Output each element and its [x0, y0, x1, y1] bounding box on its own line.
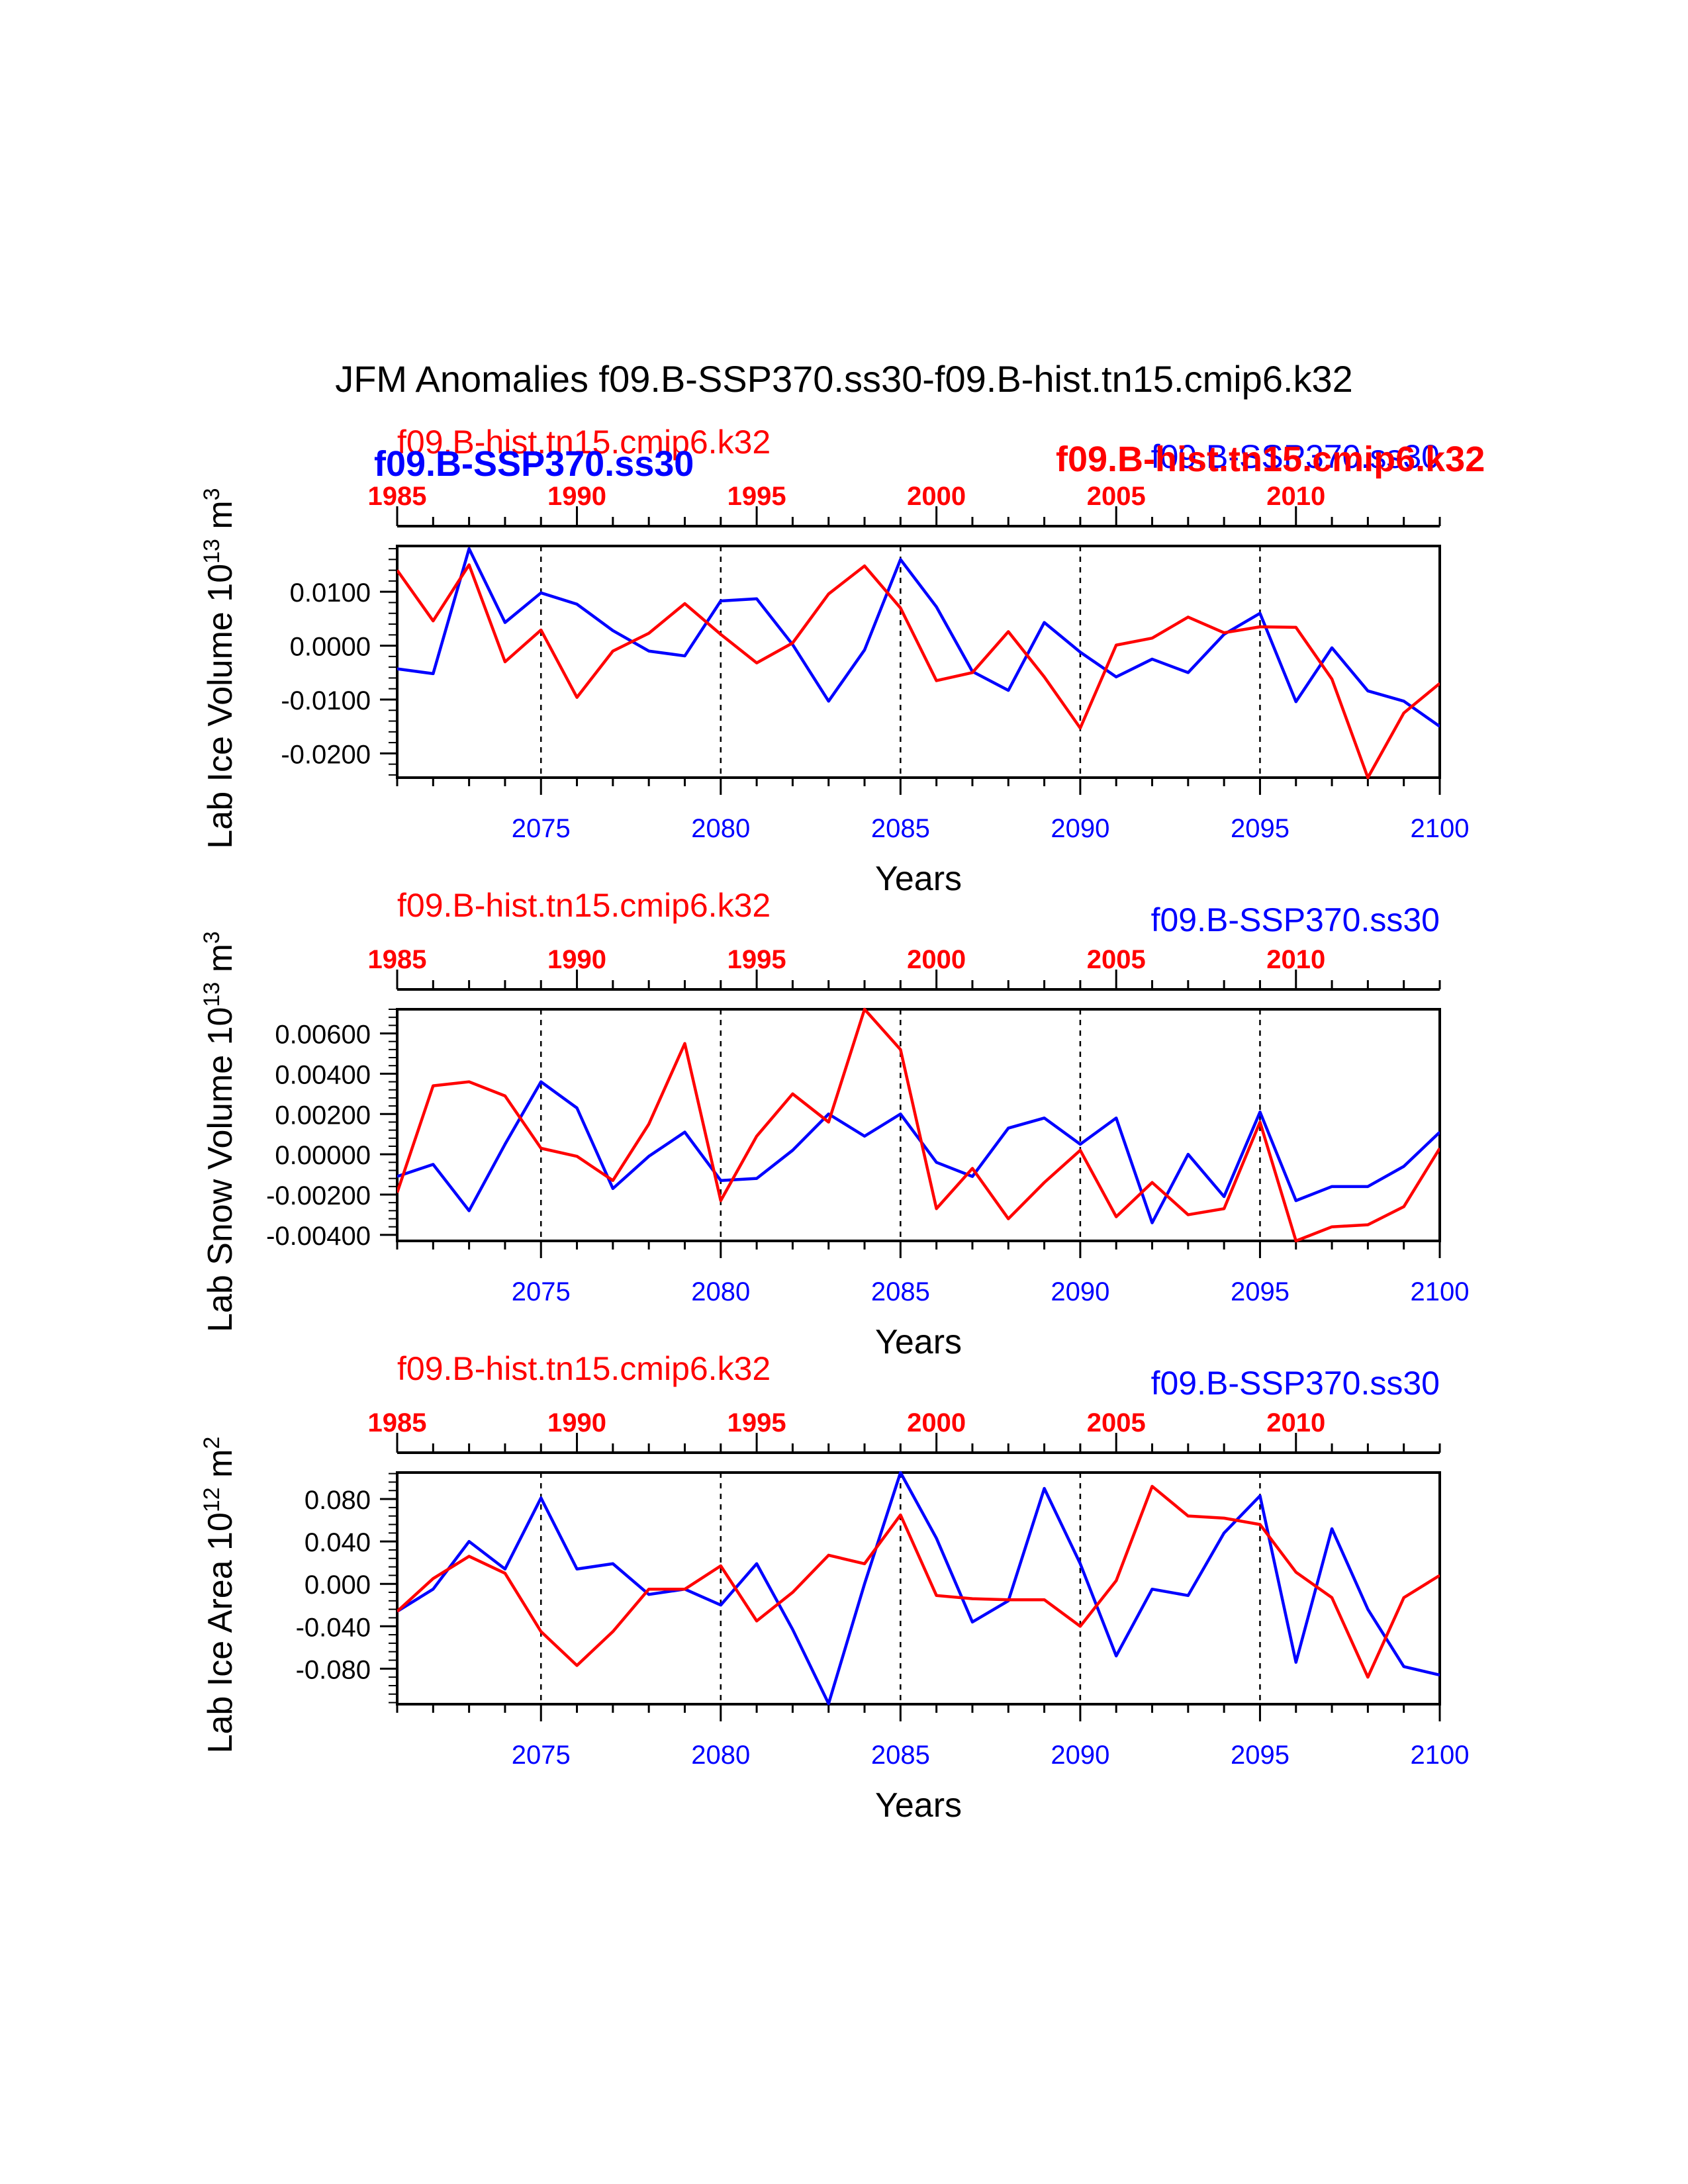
chart-svg-0: f09.B-hist.tn15.cmip6.k32 f09.B-SSP370.ss… [199, 424, 1470, 898]
y-tick-label: 0.0000 [290, 633, 371, 662]
x-tick-label: 2075 [512, 814, 571, 843]
chart-panel-snow-volume: f09.B-hist.tn15.cmip6.k32 f09.B-SSP370.ss… [0, 860, 1688, 1361]
y-tick-label: 0.00200 [275, 1101, 371, 1130]
page-title: JFM Anomalies f09.B-SSP370.ss30-f09.B-hi… [335, 358, 1353, 400]
top-tick-label: 2000 [907, 482, 966, 511]
top-tick-label: 1990 [547, 945, 606, 974]
y-tick-label: 0.000 [305, 1570, 371, 1600]
top-tick-label: 1990 [547, 1408, 606, 1437]
x-axis-label: Years [875, 1786, 962, 1825]
blue-series-label: f09.B-SSP370.ss30 [1151, 901, 1440, 938]
top-tick-label: 2000 [907, 945, 966, 974]
top-tick-label: 2010 [1266, 1408, 1325, 1437]
plot-frame [396, 1471, 1441, 1706]
plot-frame [396, 545, 1441, 779]
x-tick-label: 2085 [871, 1741, 930, 1770]
blue-series-line [397, 1471, 1440, 1706]
y-tick-label: 0.00400 [275, 1060, 371, 1089]
overlay-red-bold-label: f09.B-hist.tn15.cmip6.k32 [1056, 439, 1485, 479]
red-series-label: f09.B-hist.tn15.cmip6.k32 [397, 887, 771, 924]
x-tick-label: 2085 [871, 1277, 930, 1306]
y-tick-label: -0.0100 [281, 686, 371, 715]
red-series-line [397, 1007, 1440, 1243]
x-tick-label: 2095 [1231, 814, 1289, 843]
y-tick-label: -0.080 [296, 1655, 371, 1684]
x-tick-label: 2090 [1051, 1277, 1109, 1306]
chart-svg-1: f09.B-hist.tn15.cmip6.k32 f09.B-SSP370.ss… [199, 887, 1470, 1361]
blue-series-label: f09.B-SSP370.ss30 [1151, 438, 1440, 475]
top-tick-label: 2005 [1087, 945, 1146, 974]
y-axis-label: Lab Ice Area 1012 m2 [199, 1437, 240, 1754]
x-tick-label: 2090 [1051, 814, 1109, 843]
overlay-blue-bold-label: f09.B-SSP370.ss30 [374, 444, 694, 484]
top-tick-label: 2000 [907, 1408, 966, 1437]
red-series-line [397, 563, 1440, 780]
top-tick-label: 2010 [1266, 482, 1325, 511]
top-tick-label: 1985 [368, 945, 427, 974]
y-tick-label: -0.00200 [266, 1181, 371, 1210]
x-tick-label: 2090 [1051, 1741, 1109, 1770]
x-tick-label: 2100 [1411, 814, 1470, 843]
top-tick-label: 1995 [727, 1408, 786, 1437]
x-tick-label: 2080 [691, 814, 750, 843]
y-tick-label: -0.040 [296, 1613, 371, 1642]
top-tick-label: 2010 [1266, 945, 1325, 974]
chart-panel-ice-volume: f09.B-hist.tn15.cmip6.k32 f09.B-SSP370.ss… [0, 397, 1688, 898]
x-tick-label: 2080 [691, 1277, 750, 1306]
plot-frame [396, 1008, 1441, 1242]
y-tick-label: 0.00600 [275, 1021, 371, 1050]
x-axis-label: Years [875, 1323, 962, 1361]
top-tick-label: 2005 [1087, 1408, 1146, 1437]
y-tick-label: 0.00000 [275, 1141, 371, 1170]
top-tick-label: 1985 [368, 482, 427, 511]
y-tick-label: 0.040 [305, 1528, 371, 1557]
y-tick-label: -0.0200 [281, 740, 371, 769]
y-axis-label: Lab Snow Volume 1013 m3 [199, 931, 240, 1332]
y-tick-label: 0.0100 [290, 578, 371, 608]
x-tick-label: 2085 [871, 814, 930, 843]
x-tick-label: 2100 [1411, 1741, 1470, 1770]
top-tick-label: 1995 [727, 945, 786, 974]
chart-svg-2: f09.B-hist.tn15.cmip6.k32 f09.B-SSP370.ss… [199, 1350, 1470, 1825]
red-series-line [397, 1484, 1440, 1679]
blue-series-line [397, 547, 1440, 728]
x-tick-label: 2095 [1231, 1741, 1289, 1770]
x-tick-label: 2075 [512, 1277, 571, 1306]
red-series-label: f09.B-hist.tn15.cmip6.k32 [397, 1350, 771, 1387]
top-tick-label: 1995 [727, 482, 786, 511]
top-tick-label: 1990 [547, 482, 606, 511]
blue-series-label: f09.B-SSP370.ss30 [1151, 1365, 1440, 1402]
x-tick-label: 2095 [1231, 1277, 1289, 1306]
x-axis-label: Years [875, 860, 962, 898]
top-tick-label: 2005 [1087, 482, 1146, 511]
top-tick-label: 1985 [368, 1408, 427, 1437]
x-tick-label: 2100 [1411, 1277, 1470, 1306]
red-series-label: f09.B-hist.tn15.cmip6.k32 [397, 424, 771, 461]
y-tick-label: -0.00400 [266, 1222, 371, 1251]
x-tick-label: 2075 [512, 1741, 571, 1770]
y-axis-label: Lab Ice Volume 1013 m3 [199, 488, 240, 848]
y-tick-label: 0.080 [305, 1486, 371, 1515]
chart-panel-ice-area: f09.B-hist.tn15.cmip6.k32 f09.B-SSP370.ss… [0, 1324, 1688, 1827]
blue-series-line [397, 1080, 1440, 1224]
x-tick-label: 2080 [691, 1741, 750, 1770]
